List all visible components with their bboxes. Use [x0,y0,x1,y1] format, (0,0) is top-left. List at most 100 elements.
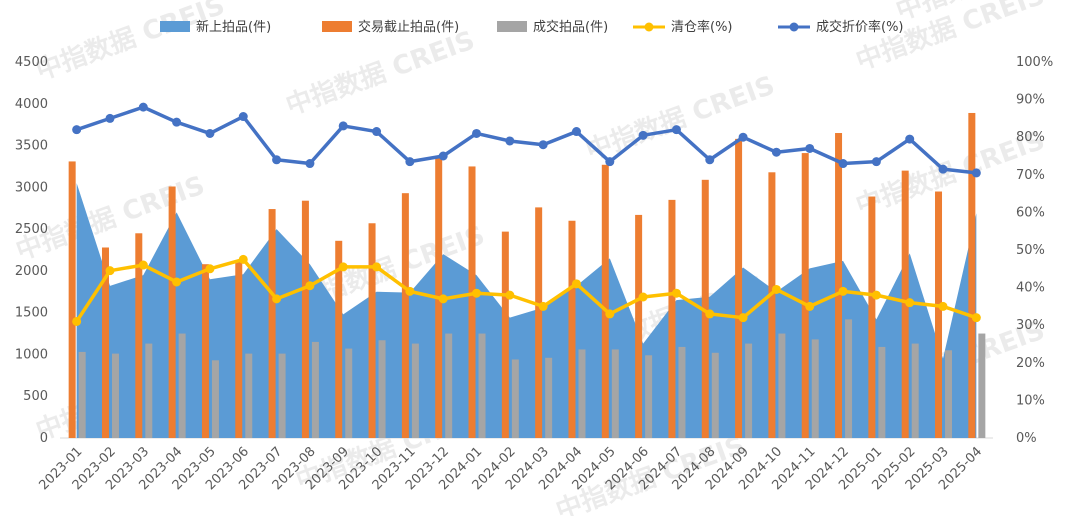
bar-sold-lots [245,353,253,438]
plot-area [68,102,986,439]
point-discount-rate [372,127,382,137]
right-tick-label: 30% [1016,318,1045,333]
bar-closed-lots [635,214,643,438]
point-discount-rate [938,164,948,174]
point-clearance-rate [372,262,382,272]
bar-closed-lots [101,247,109,438]
bar-sold-lots [211,360,219,438]
bar-sold-lots [311,341,319,438]
point-discount-rate [105,113,115,123]
point-clearance-rate [138,260,148,270]
bar-sold-lots [878,346,886,438]
left-tick-label: 3500 [15,139,48,154]
point-discount-rate [805,143,815,153]
bar-sold-lots [611,349,619,438]
point-clearance-rate [338,262,348,272]
point-clearance-rate [905,298,915,308]
bar-closed-lots [268,209,276,438]
point-discount-rate [538,140,548,150]
point-clearance-rate [671,288,681,298]
legend: 新上拍品(件) 交易截止拍品(件) 成交拍品(件) 清仓率(%) 成交折价率(%) [160,19,904,35]
point-clearance-rate [871,290,881,300]
point-discount-rate [305,159,315,169]
right-tick-label: 80% [1016,130,1045,145]
point-discount-rate [905,134,915,144]
left-axis: 0 500 1000 1500 2000 2500 3000 3500 4000 4500 [15,55,48,446]
bar-sold-lots [778,333,786,438]
point-clearance-rate [505,290,515,300]
legend-label: 成交折价率(%) [816,19,904,35]
bar-closed-lots [735,138,743,439]
bar-closed-lots [868,196,876,438]
legend-swatch-marker [789,22,799,32]
bar-sold-lots [945,350,953,438]
bar-closed-lots [401,193,409,438]
left-tick-label: 2000 [15,264,48,279]
bar-sold-lots [845,319,853,438]
point-clearance-rate [272,294,282,304]
point-clearance-rate [605,309,615,319]
point-clearance-rate [205,264,215,274]
point-clearance-rate [405,286,415,296]
point-clearance-rate [705,309,715,319]
legend-swatch-marker [644,22,654,32]
bar-closed-lots [335,240,343,438]
bar-sold-lots [978,333,986,438]
bar-closed-lots [668,199,676,438]
left-tick-label: 2500 [15,222,48,237]
point-discount-rate [138,102,148,112]
line-clearance-rate [75,257,977,323]
point-discount-rate [705,155,715,165]
bar-sold-lots [711,352,719,438]
bar-sold-lots [345,348,353,438]
right-tick-label: 100% [1016,55,1053,70]
point-clearance-rate [438,294,448,304]
point-discount-rate [771,147,781,157]
point-discount-rate [738,132,748,142]
point-discount-rate [638,130,648,140]
bar-sold-lots [578,349,586,438]
point-clearance-rate [771,284,781,294]
bar-closed-lots [568,220,576,438]
point-discount-rate [971,168,981,178]
right-tick-label: 20% [1016,356,1045,371]
right-tick-label: 0% [1016,431,1037,446]
bar-closed-lots [168,186,176,438]
left-tick-label: 500 [23,389,48,404]
point-clearance-rate [238,254,248,264]
bar-sold-lots [445,333,453,438]
bar-sold-lots [78,351,86,438]
legend-label: 清仓率(%) [671,19,733,35]
point-discount-rate [605,157,615,167]
bar-closed-lots [801,153,809,438]
point-discount-rate [272,155,282,165]
right-tick-label: 10% [1016,393,1045,408]
right-tick-label: 60% [1016,205,1045,220]
point-discount-rate [571,127,581,137]
point-discount-rate [505,136,515,146]
bar-closed-lots [601,164,609,439]
point-clearance-rate [838,286,848,296]
bar-closed-lots [368,223,376,438]
bar-sold-lots [911,343,919,438]
point-clearance-rate [571,279,581,289]
bar-closed-lots [135,233,143,438]
point-discount-rate [172,117,182,127]
bar-closed-lots [235,260,243,438]
bar-closed-lots [901,170,909,438]
point-discount-rate [405,157,415,167]
point-clearance-rate [538,301,548,311]
bar-sold-lots [545,357,553,438]
legend-swatch [322,21,352,32]
point-discount-rate [671,125,681,135]
point-discount-rate [205,128,215,138]
point-discount-rate [472,128,482,138]
bar-sold-lots [178,333,186,438]
left-tick-label: 4000 [15,97,48,112]
bar-closed-lots [835,133,843,438]
point-clearance-rate [805,301,815,311]
bar-closed-lots [701,179,709,438]
point-clearance-rate [72,316,82,326]
bar-sold-lots [145,343,153,438]
